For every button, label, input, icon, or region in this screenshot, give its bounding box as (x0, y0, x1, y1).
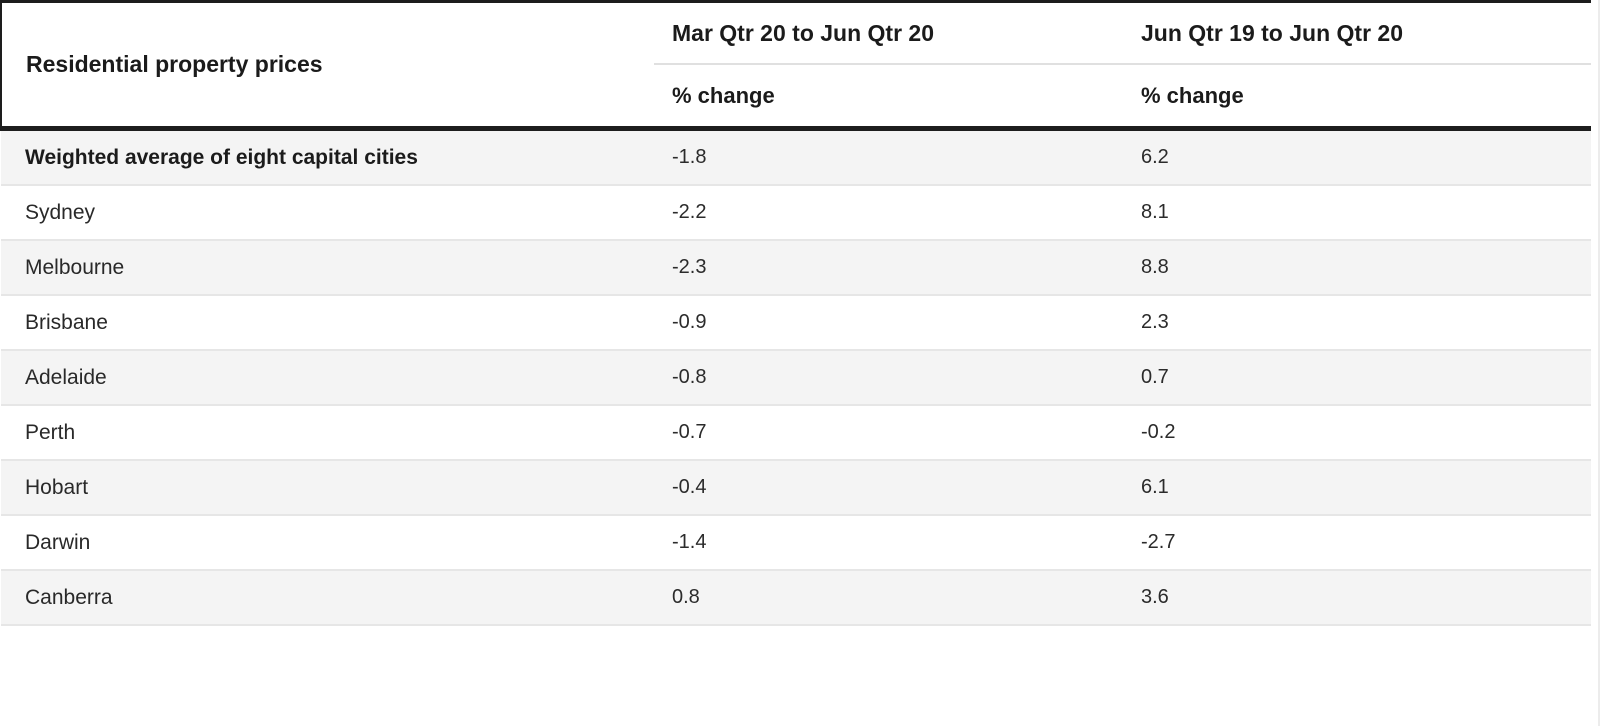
table-row: Hobart -0.4 6.1 (1, 460, 1591, 516)
row-label: Melbourne (1, 240, 654, 296)
row-value-qtr: -1.8 (654, 128, 1123, 186)
subheader-pct-change-1: % change (654, 64, 1123, 131)
subheader-pct-change-2: % change (1123, 64, 1591, 131)
table-row: Weighted average of eight capital cities… (1, 128, 1591, 186)
table-row: Sydney -2.2 8.1 (1, 185, 1591, 241)
row-value-year: 2.3 (1123, 295, 1591, 351)
row-label: Sydney (1, 185, 654, 241)
row-value-qtr: -2.2 (654, 185, 1123, 241)
row-label: Darwin (1, 515, 654, 571)
row-label: Hobart (1, 460, 654, 516)
table-body: Weighted average of eight capital cities… (1, 128, 1591, 626)
row-value-qtr: -0.7 (654, 405, 1123, 461)
col-header-mar-qtr-to-jun-qtr: Mar Qtr 20 to Jun Qtr 20 (654, 0, 1123, 65)
table-row: Brisbane -0.9 2.3 (1, 295, 1591, 351)
row-value-qtr: -2.3 (654, 240, 1123, 296)
row-label: Weighted average of eight capital cities (1, 128, 654, 186)
scrollbar-sliver[interactable] (1598, 0, 1600, 726)
table-row: Darwin -1.4 -2.7 (1, 515, 1591, 571)
row-label: Brisbane (1, 295, 654, 351)
table-row: Canberra 0.8 3.6 (1, 570, 1591, 626)
row-value-year: 8.8 (1123, 240, 1591, 296)
row-label: Canberra (1, 570, 654, 626)
table-header: Residential property prices Mar Qtr 20 t… (0, 0, 1591, 131)
row-value-qtr: 0.8 (654, 570, 1123, 626)
row-value-qtr: -0.9 (654, 295, 1123, 351)
col-header-jun-qtr-to-jun-qtr: Jun Qtr 19 to Jun Qtr 20 (1123, 0, 1591, 65)
table-row: Melbourne -2.3 8.8 (1, 240, 1591, 296)
row-value-qtr: -0.4 (654, 460, 1123, 516)
row-value-year: 3.6 (1123, 570, 1591, 626)
row-header-title: Residential property prices (0, 0, 654, 131)
row-label: Adelaide (1, 350, 654, 406)
row-value-qtr: -1.4 (654, 515, 1123, 571)
row-value-year: 6.2 (1123, 128, 1591, 186)
table-row: Perth -0.7 -0.2 (1, 405, 1591, 461)
property-prices-table: Residential property prices Mar Qtr 20 t… (0, 0, 1591, 626)
row-label: Perth (1, 405, 654, 461)
row-value-year: 8.1 (1123, 185, 1591, 241)
row-value-qtr: -0.8 (654, 350, 1123, 406)
row-value-year: -2.7 (1123, 515, 1591, 571)
row-value-year: -0.2 (1123, 405, 1591, 461)
table-row: Adelaide -0.8 0.7 (1, 350, 1591, 406)
row-value-year: 6.1 (1123, 460, 1591, 516)
row-value-year: 0.7 (1123, 350, 1591, 406)
